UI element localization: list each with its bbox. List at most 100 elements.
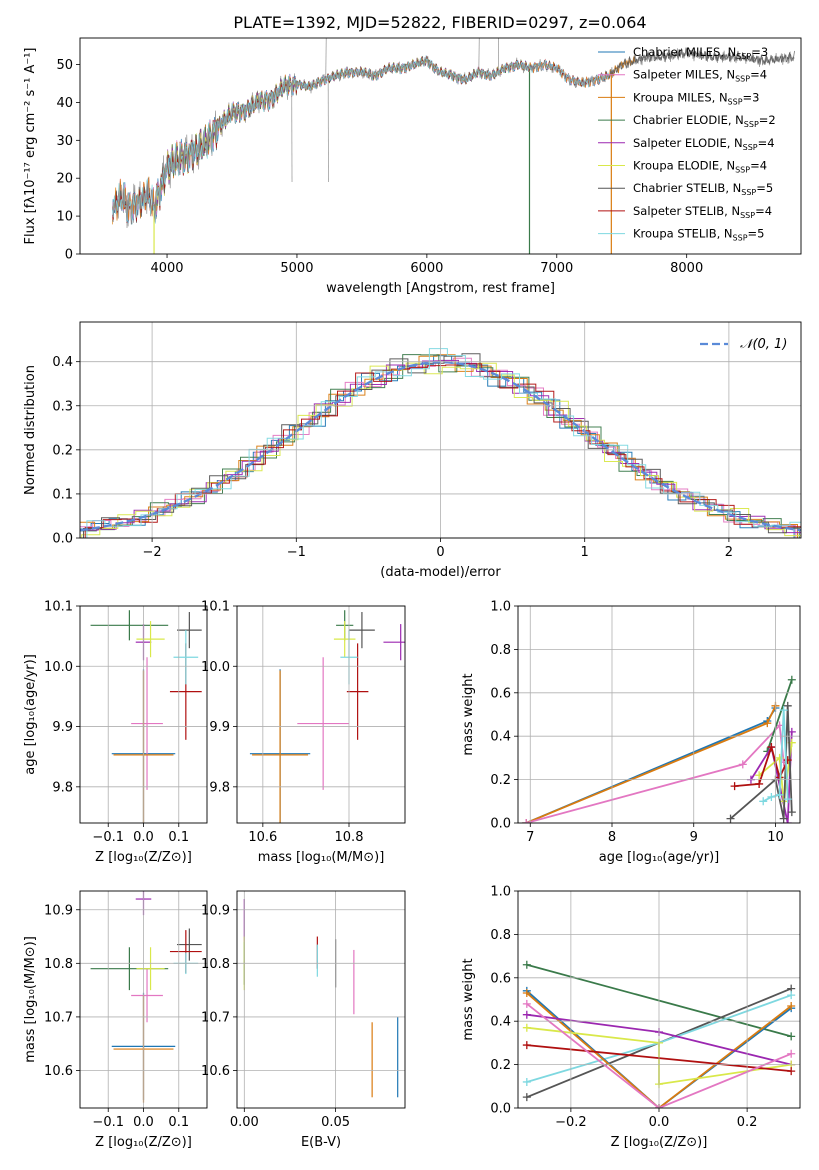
y-tick-label: 0.6 bbox=[490, 971, 511, 986]
y-tick-label: 10 bbox=[56, 210, 73, 225]
x-axis-label: E(B-V) bbox=[301, 1135, 341, 1150]
y-tick-label: 0.0 bbox=[490, 1102, 511, 1117]
histogram-chabrier_stelib bbox=[83, 353, 801, 538]
chart-residuals: −2 −1 0 1 2 0.0 0.1 0.2 0.3 0.4 (data-model)/error… bbox=[23, 321, 802, 580]
chart-z_vs_weight: −0.2 0.0 0.2 0.0 0.2 0.4 0.6 0.8 1.0 Z [log₁₀(Z/Z… bbox=[461, 885, 801, 1150]
x-tick-label: 0.1 bbox=[168, 1115, 189, 1130]
histogram-kroupa_stelib bbox=[86, 348, 801, 538]
y-tick-label: 0.2 bbox=[52, 443, 73, 458]
y-tick-label: 9.9 bbox=[52, 720, 73, 735]
weight-line-chabrier_elodie bbox=[766, 679, 793, 752]
y-tick-label: 9.8 bbox=[209, 780, 230, 795]
y-tick-label: 0.8 bbox=[490, 643, 511, 658]
x-tick-label: 4000 bbox=[150, 261, 183, 276]
weight-marker-kroupa_miles bbox=[787, 1002, 796, 1011]
weight-marker-salpeter_miles bbox=[738, 760, 747, 769]
histogram-chabrier_elodie bbox=[80, 354, 800, 538]
x-axis-label: Z [log₁₀(Z/Z⊙)] bbox=[95, 850, 192, 865]
y-tick-label: 10.8 bbox=[201, 957, 230, 972]
x-tick-label: −0.1 bbox=[92, 830, 124, 845]
weight-marker-chabrier_elodie bbox=[522, 960, 531, 969]
legend-label-chabrier_miles: Chabrier MILES, NSSP=3 bbox=[633, 45, 768, 61]
x-axis-label: (data-model)/error bbox=[380, 565, 501, 580]
legend-label-kroupa_miles: Kroupa MILES, NSSP=3 bbox=[633, 90, 759, 106]
spectrum-legend: Chabrier MILES, NSSP=3 Salpeter MILES, NS… bbox=[598, 45, 776, 243]
legend-label-salpeter_stelib: Salpeter STELIB, NSSP=4 bbox=[633, 204, 772, 220]
figure-title: PLATE=1392, MJD=52822, FIBERID=0297, z=0… bbox=[233, 13, 646, 32]
plot-area bbox=[522, 675, 796, 823]
weight-marker-salpeter_stelib bbox=[767, 743, 776, 752]
y-tick-label: 10.1 bbox=[201, 600, 230, 615]
legend-label-chabrier_elodie: Chabrier ELODIE, NSSP=2 bbox=[633, 113, 776, 129]
y-tick-label: 0.2 bbox=[490, 1058, 511, 1073]
chart-z_vs_mass: −0.1 0.0 0.1 10.6 10.7 10.8 10.9 Z [log₁₀(Z/Z⊙)… bbox=[23, 890, 208, 1150]
x-axis-label: mass [log₁₀(M/M⊙)] bbox=[258, 850, 385, 865]
y-tick-label: 9.8 bbox=[52, 780, 73, 795]
weight-marker-kroupa_miles bbox=[522, 988, 531, 997]
plot-area bbox=[249, 610, 405, 823]
weight-marker-kroupa_stelib bbox=[779, 706, 788, 715]
weight-marker-chabrier_stelib bbox=[522, 1093, 531, 1102]
histogram-chabrier_miles bbox=[80, 355, 795, 538]
x-tick-label: 0.05 bbox=[321, 1115, 350, 1130]
y-tick-label: 10.0 bbox=[44, 660, 73, 675]
x-tick-label: 10.8 bbox=[335, 830, 364, 845]
y-tick-label: 50 bbox=[56, 58, 73, 73]
x-tick-label: 7000 bbox=[540, 261, 573, 276]
weight-marker-salpeter_miles bbox=[522, 819, 531, 823]
y-tick-label: 0.6 bbox=[490, 686, 511, 701]
weight-marker-salpeter_stelib bbox=[755, 779, 764, 788]
x-axis-label: Z [log₁₀(Z/Z⊙)] bbox=[95, 1135, 192, 1150]
x-tick-label: 2 bbox=[725, 545, 733, 560]
weight-marker-salpeter_miles bbox=[522, 999, 531, 1008]
axes-frame bbox=[79, 37, 802, 255]
x-tick-label: 1 bbox=[581, 545, 589, 560]
weight-marker-kroupa_stelib bbox=[759, 797, 768, 806]
axes-frame bbox=[517, 605, 801, 824]
legend-label-normal: 𝒩(0, 1) bbox=[740, 337, 787, 352]
y-tick-label: 0 bbox=[65, 248, 73, 263]
x-axis-label: age [log₁₀(age/yr)] bbox=[599, 850, 720, 865]
weight-marker-chabrier_stelib bbox=[726, 814, 735, 823]
chart-mass_vs_age: 10.6 10.8 9.8 9.9 10.0 10.1 mass [log₁₀(M/M⊙)] bbox=[201, 600, 406, 865]
axes-frame bbox=[79, 890, 208, 1109]
legend-label-kroupa_elodie: Kroupa ELODIE, NSSP=4 bbox=[633, 159, 767, 175]
weight-marker-salpeter_stelib bbox=[730, 782, 739, 791]
x-tick-label: 6000 bbox=[410, 261, 443, 276]
y-tick-label: 10.0 bbox=[201, 660, 230, 675]
y-tick-label: 0.4 bbox=[490, 1015, 511, 1030]
x-tick-label: 8000 bbox=[670, 261, 703, 276]
weight-marker-kroupa_stelib bbox=[775, 790, 784, 799]
y-tick-label: 10.7 bbox=[201, 1010, 230, 1025]
x-tick-label: 8 bbox=[608, 830, 616, 845]
chart-ebv_vs_mass: 0.00 0.05 10.6 10.7 10.8 10.9 E(B-V) bbox=[201, 890, 406, 1150]
y-tick-label: 10.6 bbox=[44, 1064, 73, 1079]
y-axis-label: Flux [fλ10⁻¹⁷ erg cm⁻² s⁻¹ A⁻¹] bbox=[23, 48, 38, 245]
x-tick-label: 5000 bbox=[280, 261, 313, 276]
weight-marker-chabrier_stelib bbox=[787, 808, 796, 817]
x-tick-label: −1 bbox=[287, 545, 306, 560]
y-tick-label: 10.9 bbox=[44, 903, 73, 918]
x-tick-label: 0.0 bbox=[133, 1115, 154, 1130]
y-tick-label: 10.7 bbox=[44, 1010, 73, 1025]
x-tick-label: 0.0 bbox=[649, 1115, 670, 1130]
plot-area bbox=[112, 38, 795, 254]
x-tick-label: 10 bbox=[767, 830, 784, 845]
y-tick-label: 0.1 bbox=[52, 487, 73, 502]
weight-marker-chabrier_stelib bbox=[783, 701, 792, 710]
x-tick-label: 0.0 bbox=[133, 830, 154, 845]
weight-marker-salpeter_miles bbox=[787, 1049, 796, 1058]
y-axis-label: mass weight bbox=[461, 673, 476, 755]
weight-marker-chabrier_stelib bbox=[779, 814, 788, 823]
legend-label-kroupa_stelib: Kroupa STELIB, NSSP=5 bbox=[633, 227, 764, 243]
y-tick-label: 0.2 bbox=[490, 773, 511, 788]
weight-marker-salpeter_stelib bbox=[522, 1041, 531, 1050]
x-tick-label: 0.1 bbox=[168, 830, 189, 845]
y-axis-label: mass [log₁₀(M/M⊙)] bbox=[23, 936, 38, 1063]
weight-marker-kroupa_stelib bbox=[522, 1077, 531, 1086]
x-tick-label: 0.2 bbox=[737, 1115, 758, 1130]
weight-marker-kroupa_elodie bbox=[522, 1023, 531, 1032]
axes-frame bbox=[79, 321, 802, 539]
y-axis-label: age [log₁₀(age/yr)] bbox=[23, 654, 38, 775]
y-axis-label: mass weight bbox=[461, 958, 476, 1040]
